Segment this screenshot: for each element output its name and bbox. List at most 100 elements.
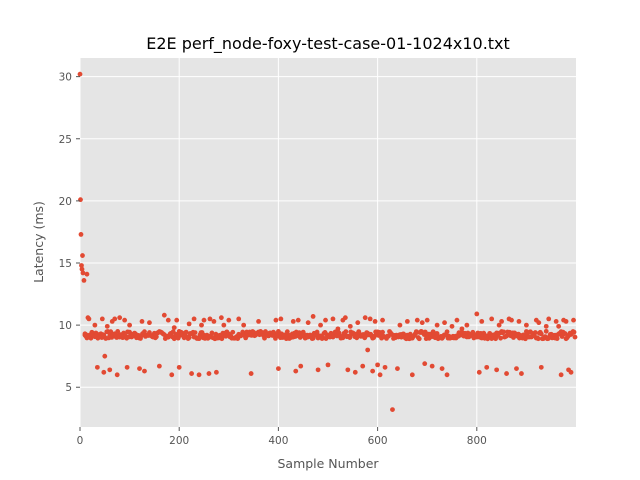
data-point <box>553 318 559 324</box>
data-point <box>94 364 100 370</box>
data-point <box>489 316 495 322</box>
data-point <box>293 368 299 374</box>
data-point <box>499 318 504 324</box>
data-point <box>112 316 118 322</box>
data-point <box>196 372 202 378</box>
data-point <box>165 317 171 323</box>
data-point <box>310 314 316 319</box>
data-point <box>345 367 351 373</box>
data-point <box>169 372 175 378</box>
data-point <box>290 318 296 324</box>
data-point <box>278 316 284 322</box>
data-point <box>342 315 348 321</box>
data-point <box>422 361 428 367</box>
data-point <box>171 325 177 331</box>
x-axis-label: Sample Number <box>277 456 379 471</box>
data-point <box>273 317 279 323</box>
data-point <box>241 322 247 328</box>
data-point <box>107 367 113 373</box>
y-tick-label: 5 <box>65 382 72 394</box>
data-point <box>476 369 482 375</box>
data-point <box>161 312 167 318</box>
data-point <box>404 318 410 324</box>
data-point <box>139 318 145 324</box>
data-point <box>355 320 361 326</box>
data-point <box>498 335 504 341</box>
data-point <box>295 317 301 323</box>
data-point <box>352 369 358 375</box>
data-point <box>362 315 368 321</box>
data-point <box>375 362 380 368</box>
data-point <box>434 322 440 328</box>
data-point <box>108 329 114 335</box>
data-point <box>174 317 180 323</box>
data-point <box>191 316 197 322</box>
data-point <box>318 322 323 328</box>
data-point <box>382 364 388 370</box>
y-axis-ticks: 5 10 15 20 25 30 <box>59 72 80 394</box>
data-point <box>377 372 383 378</box>
data-point <box>211 318 217 324</box>
data-point <box>189 371 195 376</box>
data-point <box>414 317 420 323</box>
data-point <box>380 317 385 323</box>
data-point <box>214 369 219 375</box>
data-point <box>514 366 519 372</box>
data-point <box>335 326 341 332</box>
data-point <box>124 364 130 370</box>
data-point <box>571 329 577 335</box>
data-point <box>419 320 425 326</box>
x-tick-label: 400 <box>268 435 288 447</box>
data-point <box>365 347 371 353</box>
data-point <box>243 335 249 341</box>
data-point <box>416 336 422 342</box>
data-point <box>209 330 215 336</box>
data-point <box>395 366 400 372</box>
data-point <box>474 311 480 317</box>
data-point <box>80 253 85 258</box>
chart-title: E2E perf_node-foxy-test-case-01-1024x10.… <box>146 34 510 54</box>
data-point <box>554 336 560 341</box>
data-point <box>298 363 304 369</box>
data-point <box>543 328 549 334</box>
data-point <box>142 329 147 335</box>
data-point <box>516 318 522 324</box>
gridlines <box>79 58 576 427</box>
data-point <box>390 407 395 413</box>
data-point <box>509 317 514 323</box>
data-point <box>538 364 544 370</box>
y-tick-label: 25 <box>59 134 72 146</box>
data-point <box>226 317 232 323</box>
data-point <box>101 369 107 375</box>
data-point <box>122 317 128 323</box>
data-point <box>80 270 86 276</box>
data-point <box>347 323 353 329</box>
data-point <box>201 317 207 323</box>
data-point <box>354 335 360 341</box>
data-point <box>183 329 189 335</box>
x-tick-label: 600 <box>368 435 388 447</box>
data-point <box>370 368 376 374</box>
data-point <box>484 364 490 370</box>
y-tick-label: 20 <box>59 196 72 208</box>
data-point <box>137 366 142 372</box>
data-point <box>79 266 85 272</box>
x-tick-label: 0 <box>77 435 84 447</box>
data-point <box>519 371 524 376</box>
data-point <box>496 322 502 328</box>
data-point <box>380 329 385 335</box>
data-point <box>330 316 336 322</box>
y-axis-label: Latency (ms) <box>31 201 46 283</box>
data-point <box>127 322 132 328</box>
data-point <box>276 366 281 372</box>
data-point <box>538 331 544 337</box>
data-point <box>92 322 98 328</box>
data-point <box>262 335 267 341</box>
data-point <box>444 329 450 335</box>
data-point <box>296 330 302 335</box>
data-point <box>429 363 435 369</box>
data-point <box>543 323 549 329</box>
data-point <box>207 316 213 322</box>
data-point <box>142 368 147 374</box>
data-point <box>83 333 89 339</box>
